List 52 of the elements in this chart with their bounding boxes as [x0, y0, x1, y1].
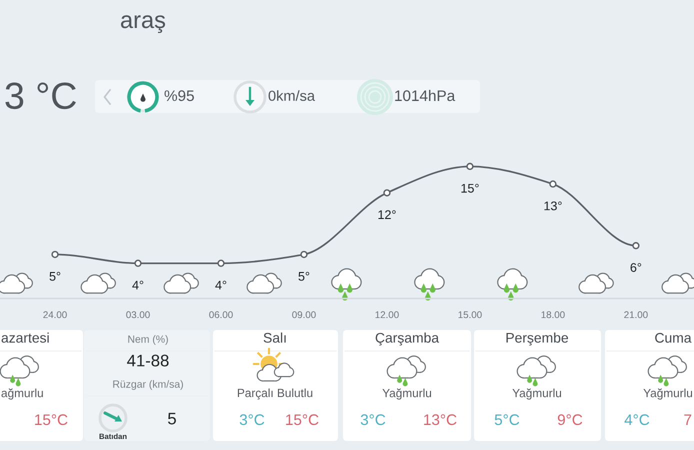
text: 5 [168, 412, 176, 424]
text: 13°C [424, 414, 456, 426]
data-label: 12° [378, 210, 396, 219]
x-tick-label: 21.00 [624, 311, 648, 318]
text: ağmurlu [2, 388, 43, 400]
x-tick-label: 03.00 [126, 311, 150, 318]
x-tick-label: 15.00 [458, 311, 482, 318]
x-tick-label: 06.00 [209, 311, 233, 318]
x-tick-label: 09.00 [292, 311, 316, 318]
text: 1014hPa [395, 90, 456, 102]
data-label: 4° [215, 280, 226, 290]
data-label: 4° [132, 280, 144, 290]
text: Yağmurlu [382, 388, 432, 400]
text: azartesi [2, 332, 49, 343]
text: 0km/sa [268, 90, 316, 101]
text: 7 [684, 414, 692, 425]
x-tick-label: 18.00 [542, 311, 565, 318]
text: 3°C [360, 414, 386, 426]
point [632, 242, 640, 250]
point [466, 162, 474, 170]
text: 4°C [624, 414, 650, 426]
point [383, 189, 391, 196]
text: %95 [164, 90, 194, 102]
x-tick-label: 24.00 [43, 311, 67, 318]
text: 5°C [494, 414, 520, 426]
point [217, 260, 225, 267]
text: 15°C [286, 414, 318, 426]
data-label: 5° [298, 272, 310, 281]
text: 41-88 [127, 354, 169, 366]
data-label: 5° [50, 272, 60, 281]
text: Perşembe [506, 332, 568, 346]
chart-title: araş [121, 15, 166, 34]
point [549, 180, 557, 188]
text: Parçalı Bulutlu [238, 388, 312, 400]
data-label: 6° [630, 263, 642, 272]
text: Cuma [655, 332, 692, 343]
text: Rüzgar (km/sa) [113, 380, 183, 390]
data-label: 15° [461, 184, 479, 193]
x-tick-label: 12.00 [376, 311, 399, 318]
text: 3°C [240, 414, 264, 426]
text: Nem (%) [128, 335, 168, 345]
point [51, 250, 59, 258]
text: Yağmurlu [512, 388, 562, 400]
text: 9°C [558, 414, 582, 426]
text: 3 °C [5, 82, 76, 110]
point [300, 250, 308, 258]
point [134, 260, 142, 267]
text: Çarşamba [376, 332, 440, 346]
text: Yağmurlu [643, 388, 692, 400]
data-label: 13° [544, 201, 562, 210]
text: 15°C [35, 414, 68, 426]
text: Salı [264, 332, 286, 343]
